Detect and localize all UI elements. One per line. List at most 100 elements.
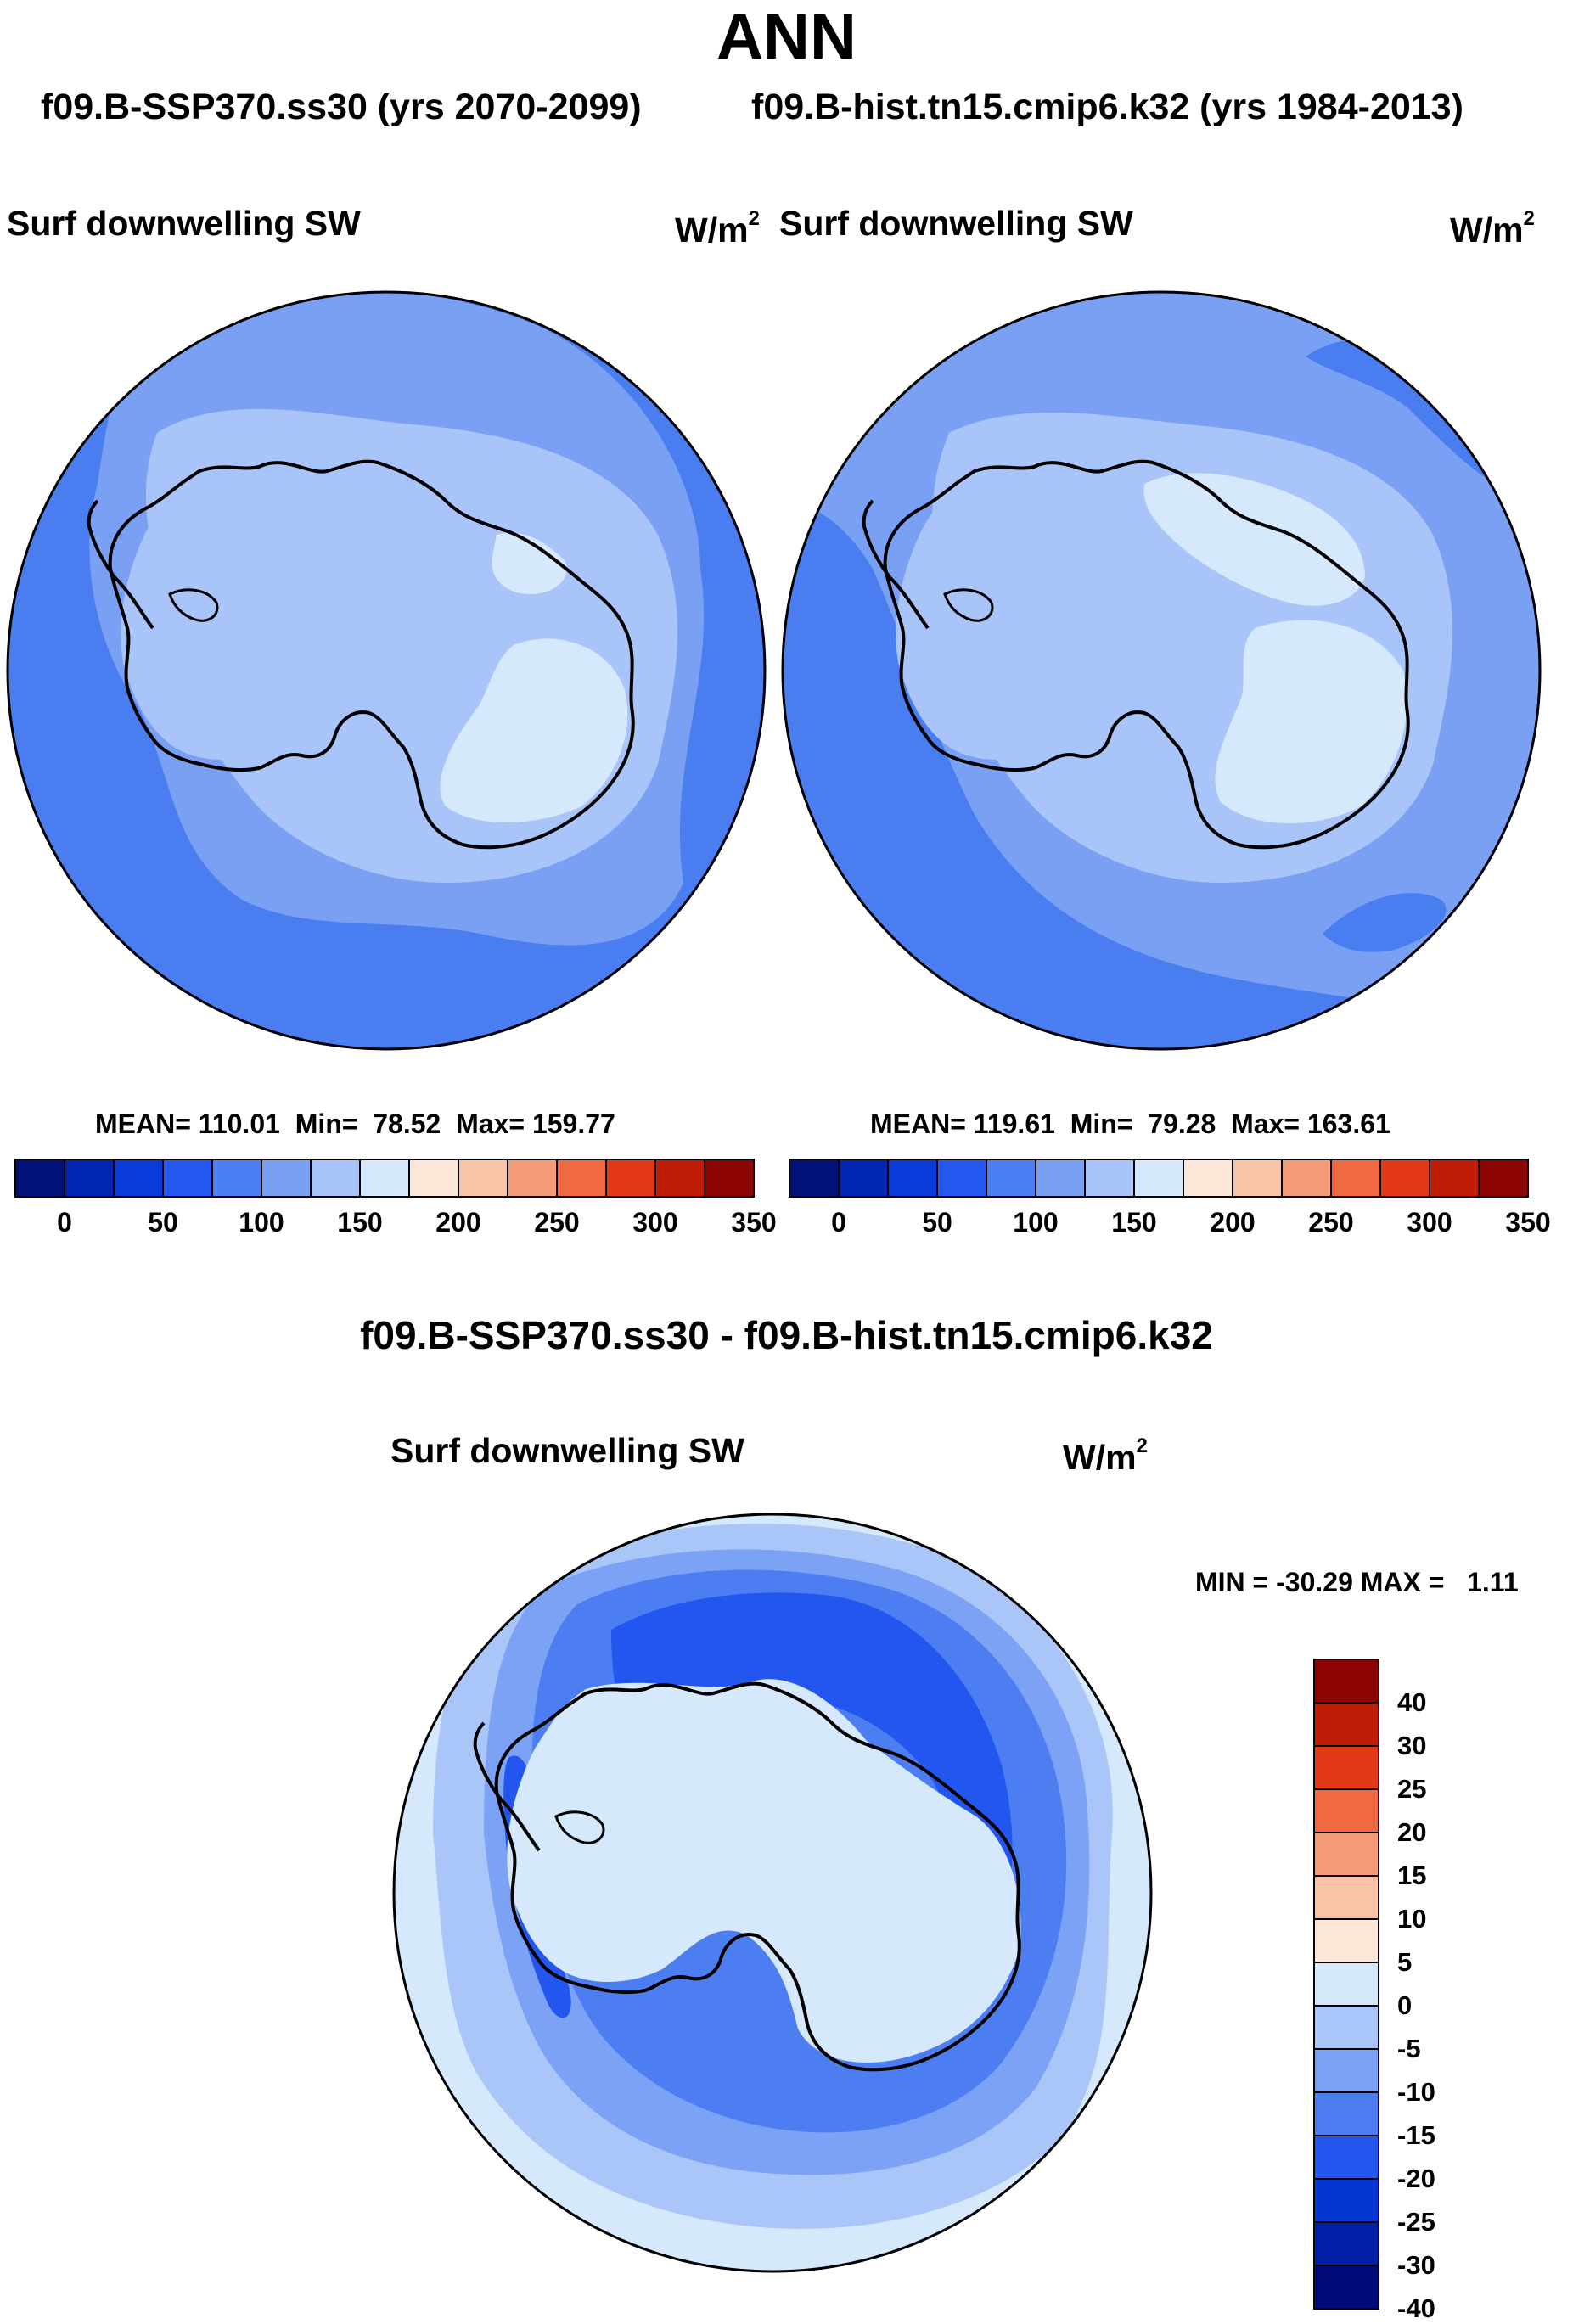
colorbar-swatch xyxy=(1313,1875,1379,1920)
colorbar-swatch xyxy=(704,1159,755,1198)
colorbar-swatch xyxy=(936,1159,987,1198)
colorbar-tick-label: -40 xyxy=(1397,2293,1435,2323)
diff-continent xyxy=(507,1679,1021,2063)
colorbar-panel2 xyxy=(789,1159,1529,1198)
ice-high-north xyxy=(1143,473,1365,606)
peninsula-coast xyxy=(473,1721,541,1852)
diff-title: f09.B-SSP370.ss30 - f09.B-hist.tn15.cmip… xyxy=(360,1313,1213,1357)
coastline xyxy=(883,459,1410,850)
colorbar-tick-label: 350 xyxy=(731,1207,777,1238)
diff-band-m25 xyxy=(611,1592,1013,2063)
colorbar-tick-label: 250 xyxy=(1308,1207,1354,1238)
colorbar-tick-label: 0 xyxy=(1397,1990,1413,2020)
peninsula-coast xyxy=(862,499,930,630)
colorbar-swatch xyxy=(14,1159,65,1198)
colorbar-swatch xyxy=(408,1159,459,1198)
colorbar-swatch xyxy=(1313,1788,1379,1833)
colorbar-tick-label: 200 xyxy=(1210,1207,1256,1238)
colorbar-swatch xyxy=(211,1159,262,1198)
colorbar-tick-label: 300 xyxy=(1407,1207,1452,1238)
colorbar-tick-label: 250 xyxy=(534,1207,580,1238)
colorbar-swatch xyxy=(310,1159,361,1198)
peninsula-coast xyxy=(87,499,154,630)
colorbar-tick-label: -5 xyxy=(1397,2034,1421,2063)
colorbar-swatch xyxy=(1313,1962,1379,2007)
colorbar-swatch xyxy=(1133,1159,1184,1198)
colorbar-swatch xyxy=(1313,1702,1379,1747)
ice-shelf-outline xyxy=(168,588,219,622)
colorbar-tick-label: 10 xyxy=(1397,1904,1427,1934)
colorbar-swatch xyxy=(1330,1159,1381,1198)
diff-variable-label: Surf downwelling SW xyxy=(390,1431,744,1470)
colorbar-tick-label: 150 xyxy=(1111,1207,1157,1238)
colorbar-swatch xyxy=(1313,2091,1379,2136)
colorbar-swatch xyxy=(1478,1159,1529,1198)
colorbar-swatch xyxy=(605,1159,656,1198)
colorbar-swatch xyxy=(1281,1159,1332,1198)
subtitle-case1: f09.B-SSP370.ss30 (yrs 2070-2099) xyxy=(41,87,642,127)
colorbar-tick-label: 100 xyxy=(1013,1207,1059,1238)
colorbar-tick-label: 15 xyxy=(1397,1861,1427,1890)
colorbar-panel1 xyxy=(14,1159,755,1198)
colorbar-swatch xyxy=(789,1159,840,1198)
colorbar-tick-label: -15 xyxy=(1397,2120,1435,2150)
colorbar-tick-label: 300 xyxy=(632,1207,678,1238)
colorbar-swatch xyxy=(654,1159,705,1198)
ocean-band-dark-se xyxy=(1323,893,1447,952)
colorbar-swatch xyxy=(1035,1159,1086,1198)
ice-high-east xyxy=(1215,620,1407,823)
colorbar-swatch xyxy=(162,1159,213,1198)
colorbar-tick-label: 350 xyxy=(1505,1207,1551,1238)
panel2-variable-label: Surf downwelling SW xyxy=(779,204,1133,243)
colorbar-tick-label: 50 xyxy=(148,1207,178,1238)
colorbar-tick-label: 40 xyxy=(1397,1687,1427,1717)
ice-shelf-outline xyxy=(943,588,994,622)
colorbar-tick-label: -30 xyxy=(1397,2250,1435,2280)
colorbar-swatch xyxy=(507,1159,558,1198)
colorbar-swatch xyxy=(1313,2265,1379,2310)
colorbar-difference xyxy=(1313,1659,1379,2310)
colorbar-swatch xyxy=(1313,2221,1379,2266)
colorbar-tick-label: 0 xyxy=(831,1207,846,1238)
colorbar-swatch xyxy=(838,1159,889,1198)
colorbar-swatch xyxy=(64,1159,115,1198)
figure-title: ANN xyxy=(716,1,857,73)
colorbar-swatch xyxy=(1313,2135,1379,2180)
colorbar-tick-label: 50 xyxy=(922,1207,952,1238)
colorbar-swatch xyxy=(1313,2178,1379,2223)
panel1-variable-label: Surf downwelling SW xyxy=(7,204,361,243)
panel2-stats: MEAN= 119.61 Min= 79.28 Max= 163.61 xyxy=(870,1109,1390,1139)
colorbar-tick-label: -25 xyxy=(1397,2207,1435,2237)
colorbar-swatch xyxy=(1429,1159,1480,1198)
subtitle-case2: f09.B-hist.tn15.cmip6.k32 (yrs 1984-2013… xyxy=(751,87,1463,127)
colorbar-swatch xyxy=(1313,1659,1379,1704)
coastline xyxy=(494,1681,1021,2072)
ice-high-north xyxy=(492,532,567,594)
colorbar-tick-label: 25 xyxy=(1397,1774,1427,1804)
diff-minmax: MIN = -30.29 MAX = 1.11 xyxy=(1195,1567,1519,1597)
colorbar-swatch xyxy=(986,1159,1036,1198)
ice-shelf-outline xyxy=(554,1810,605,1844)
colorbar-tick-label: 30 xyxy=(1397,1731,1427,1760)
colorbar-swatch xyxy=(113,1159,164,1198)
colorbar-swatch xyxy=(261,1159,312,1198)
colorbar-swatch xyxy=(1084,1159,1135,1198)
colorbar-swatch xyxy=(1313,2005,1379,2050)
colorbar-tick-label: 100 xyxy=(239,1207,284,1238)
colorbar-tick-label: 5 xyxy=(1397,1947,1413,1977)
colorbar-swatch xyxy=(1313,1745,1379,1790)
colorbar-swatch xyxy=(1183,1159,1233,1198)
colorbar-swatch xyxy=(1313,1832,1379,1877)
colorbar-tick-label: 0 xyxy=(57,1207,72,1238)
panel1-stats: MEAN= 110.01 Min= 78.52 Max= 159.77 xyxy=(95,1109,615,1139)
panel2-units: W/m2 xyxy=(1450,207,1535,250)
colorbar-tick-label: 20 xyxy=(1397,1817,1427,1847)
colorbar-tick-label: 200 xyxy=(435,1207,481,1238)
colorbar-swatch xyxy=(1313,2048,1379,2093)
ice-high-east xyxy=(440,638,628,822)
colorbar-tick-label: -20 xyxy=(1397,2164,1435,2193)
map-difference xyxy=(392,1513,1153,2273)
ocean-band-dark-west xyxy=(783,501,1475,1049)
map-panel2 xyxy=(781,290,1542,1051)
colorbar-tick-label: -10 xyxy=(1397,2077,1435,2107)
